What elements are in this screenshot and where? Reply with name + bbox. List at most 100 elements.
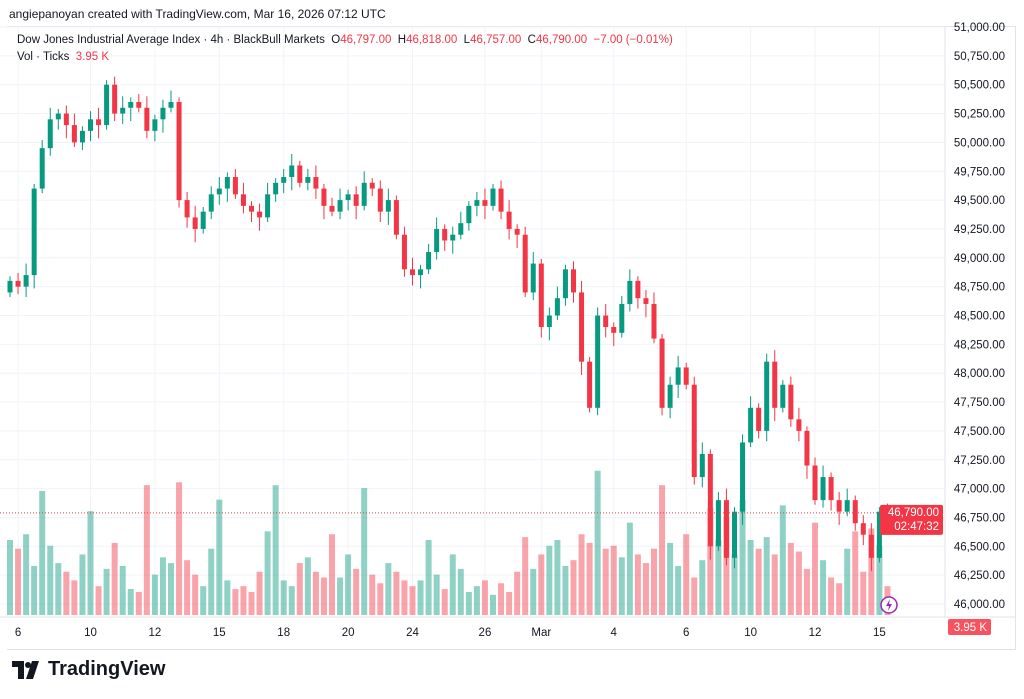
volume-bar — [731, 554, 738, 615]
volume-bar — [755, 548, 762, 615]
volume-badge-value: 3.95 K — [954, 622, 988, 634]
x-tick-label: 24 — [406, 627, 419, 639]
candle-body — [176, 102, 182, 201]
candle-body — [788, 384, 794, 420]
volume-bar — [795, 551, 802, 615]
volume-badge — [948, 619, 991, 635]
candle-body — [224, 177, 230, 189]
candle-body — [732, 511, 737, 558]
y-tick-label: 50,500.00 — [954, 80, 1005, 92]
y-tick-label: 49,500.00 — [954, 195, 1005, 207]
volume-bar — [79, 554, 86, 615]
candle-body — [699, 453, 705, 478]
candle-body — [216, 188, 222, 195]
x-tick-label: 15 — [213, 627, 226, 639]
volume-bar — [538, 554, 545, 615]
y-tick-label: 49,250.00 — [954, 224, 1005, 236]
candle-body — [79, 130, 85, 143]
x-tick-label: 10 — [84, 627, 97, 639]
volume-bar — [667, 542, 674, 615]
volume-bar — [192, 574, 199, 615]
y-tick-label: 46,000.00 — [954, 599, 1005, 611]
volume-bar — [441, 589, 448, 615]
x-tick-label: 20 — [342, 627, 355, 639]
volume-bar — [820, 560, 827, 615]
candle-body — [305, 177, 311, 183]
candle-body — [152, 119, 158, 131]
y-tick-label: 48,750.00 — [954, 282, 1005, 294]
volume-bar — [506, 591, 513, 615]
candle-body — [401, 234, 407, 270]
candle-body — [562, 269, 568, 299]
volume-bar — [216, 499, 223, 615]
candle-body — [71, 125, 77, 143]
candle-body — [281, 177, 287, 183]
candle-body — [619, 303, 625, 333]
tradingview-logo-icon — [12, 660, 39, 679]
volume-value: 3.95 K — [75, 51, 110, 63]
candle-body — [844, 500, 850, 512]
candle-body — [128, 102, 134, 108]
volume-bar — [490, 594, 496, 615]
volume-bar — [739, 499, 746, 615]
x-tick-label: 26 — [479, 627, 492, 639]
candle-body — [361, 182, 367, 206]
candle-body — [868, 534, 874, 558]
change-value: −7.00 (−0.01%) — [593, 34, 673, 46]
volume-bar — [723, 516, 730, 615]
candle-body — [756, 407, 762, 431]
candle-body — [434, 228, 440, 253]
candle-body — [514, 228, 520, 235]
candle-body — [136, 102, 142, 108]
candle-body — [249, 205, 254, 212]
tradingview-logo[interactable]: TradingView — [12, 658, 165, 681]
candle-body — [232, 177, 238, 195]
volume-bar — [143, 485, 150, 615]
candle-body — [852, 500, 858, 524]
candle-body — [530, 263, 536, 293]
volume-bar — [876, 545, 883, 615]
candle-body — [63, 113, 69, 126]
candle-body — [104, 84, 110, 126]
volume-bar — [602, 548, 609, 615]
y-tick-label: 47,000.00 — [954, 484, 1005, 496]
last-price-badge — [880, 504, 943, 535]
x-tick-label: 6 — [15, 627, 21, 639]
y-tick-label: 47,250.00 — [954, 455, 1005, 467]
candle-body — [538, 263, 544, 328]
candle-body — [15, 280, 21, 287]
candle-body — [273, 182, 279, 195]
candle-body — [474, 200, 480, 206]
volume-bar — [594, 470, 601, 615]
volume-bar — [103, 568, 110, 615]
volume-bar — [151, 574, 158, 615]
volume-bar — [31, 565, 38, 615]
candle-body — [828, 477, 834, 501]
volume-bar — [699, 560, 706, 615]
volume-bar — [868, 528, 875, 615]
volume-bar — [127, 589, 134, 615]
volume-bar — [159, 557, 166, 615]
candle-body — [715, 500, 721, 547]
volume-bar — [304, 557, 311, 615]
volume-bar — [715, 540, 722, 615]
y-tick-label: 49,000.00 — [954, 253, 1005, 265]
volume-bar — [771, 554, 778, 615]
candle-body — [651, 303, 657, 339]
candle-body — [836, 500, 842, 512]
volume-bar — [135, 591, 142, 615]
volume-bar — [554, 540, 561, 615]
candle-body — [297, 165, 303, 183]
candle-body — [860, 523, 866, 535]
volume-bar — [417, 580, 424, 615]
volume-bar — [200, 586, 207, 615]
candle-body — [627, 280, 633, 304]
candle-body — [47, 119, 53, 149]
candle-body — [579, 292, 585, 362]
volume-bar — [473, 586, 480, 615]
candle-body — [313, 177, 319, 189]
candle-body — [289, 165, 295, 178]
y-tick-label: 50,000.00 — [954, 137, 1005, 149]
volume-bar — [39, 490, 46, 615]
